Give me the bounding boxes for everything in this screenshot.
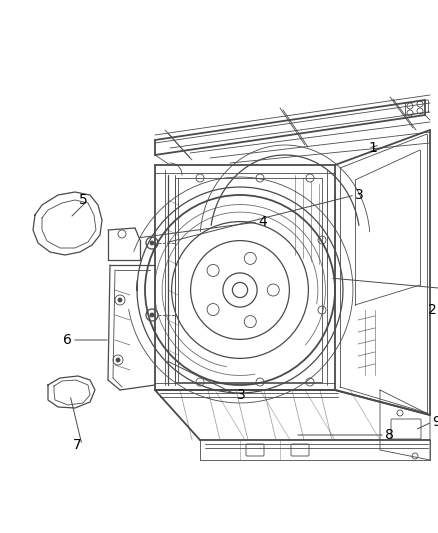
Text: 6: 6 xyxy=(63,333,72,347)
Text: 5: 5 xyxy=(79,193,88,207)
Text: 4: 4 xyxy=(258,215,267,229)
Circle shape xyxy=(150,313,154,317)
Circle shape xyxy=(116,358,120,362)
Text: 2: 2 xyxy=(428,303,437,317)
Text: 3: 3 xyxy=(237,388,246,402)
Circle shape xyxy=(150,241,154,245)
Text: 8: 8 xyxy=(385,428,394,442)
Circle shape xyxy=(118,298,122,302)
Text: 3: 3 xyxy=(355,188,364,202)
Text: 1: 1 xyxy=(368,141,377,155)
Text: 7: 7 xyxy=(73,438,82,452)
Text: 9: 9 xyxy=(432,415,438,429)
